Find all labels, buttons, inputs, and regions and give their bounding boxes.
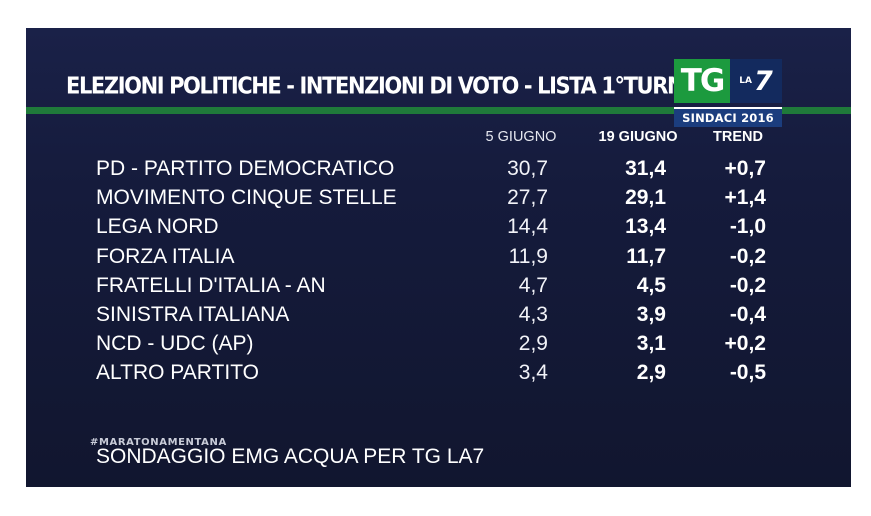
hashtag-label: #MARATONAMENTANA — [90, 437, 227, 448]
value-trend: -1,0 — [729, 215, 766, 239]
table-row: PD - PARTITO DEMOCRATICO 30,7 31,4 +0,7 — [26, 155, 851, 184]
value-trend: -0,5 — [729, 361, 766, 385]
value-june19: 11,7 — [626, 244, 666, 268]
accent-bar — [26, 107, 851, 114]
logo-seven: 7 — [753, 65, 773, 97]
table-row: NCD - UDC (AP) 2,9 3,1 +0,2 — [26, 330, 851, 359]
logo-la: LA — [739, 76, 752, 86]
value-june19: 29,1 — [625, 186, 666, 210]
party-name: FRATELLI D'ITALIA - AN — [96, 273, 326, 297]
value-june5: 27,7 — [507, 186, 548, 210]
table-row: ALTRO PARTITO 3,4 2,9 -0,5 — [26, 359, 851, 388]
table-row: SINISTRA ITALIANA 4,3 3,9 -0,4 — [26, 301, 851, 330]
value-june5: 30,7 — [507, 157, 548, 180]
value-june5: 4,3 — [518, 302, 548, 326]
value-june5: 14,4 — [507, 215, 548, 239]
page-title: ELEZIONI POLITICHE - INTENZIONI DI VOTO … — [66, 73, 676, 99]
value-june19: 3,1 — [636, 332, 666, 356]
value-trend: +1,4 — [724, 186, 766, 210]
tg-la7-logo: TG LA 7 — [674, 59, 782, 103]
value-june5: 3,4 — [518, 361, 548, 385]
table-row: MOVIMENTO CINQUE STELLE 27,7 29,1 +1,4 — [26, 184, 851, 213]
value-trend: -0,2 — [729, 273, 766, 297]
party-name: LEGA NORD — [96, 215, 219, 239]
value-june19: 2,9 — [636, 361, 666, 385]
value-june5: 4,7 — [518, 273, 548, 297]
poll-source: SONDAGGIO EMG ACQUA PER TG LA7 — [96, 445, 485, 468]
party-name: NCD - UDC (AP) — [96, 332, 254, 356]
table-row: LEGA NORD 14,4 13,4 -1,0 — [26, 213, 851, 242]
table-row: FRATELLI D'ITALIA - AN 4,7 4,5 -0,2 — [26, 272, 851, 301]
value-trend: -0,2 — [729, 244, 766, 268]
column-header-june19: 19 GIUGNO — [598, 129, 678, 145]
value-june19: 3,9 — [636, 302, 666, 326]
value-trend: +0,2 — [724, 332, 766, 356]
table-row: FORZA ITALIA 11,9 11,7 -0,2 — [26, 243, 851, 272]
column-header-trend: TREND — [713, 129, 763, 145]
value-june19: 4,5 — [636, 273, 666, 297]
party-name: SINISTRA ITALIANA — [96, 302, 290, 326]
value-june5: 11,9 — [508, 244, 548, 268]
sindaci-badge: SINDACI 2016 — [674, 107, 782, 127]
value-june5: 2,9 — [518, 332, 548, 356]
value-june19: 31,4 — [625, 157, 666, 180]
value-trend: +0,7 — [724, 157, 766, 180]
column-header-june5: 5 GIUGNO — [485, 129, 557, 145]
party-name: MOVIMENTO CINQUE STELLE — [96, 186, 397, 210]
value-june19: 13,4 — [625, 215, 666, 239]
party-name: PD - PARTITO DEMOCRATICO — [96, 157, 395, 180]
broadcast-screen: ELEZIONI POLITICHE - INTENZIONI DI VOTO … — [26, 28, 851, 487]
logo-tg: TG — [674, 59, 730, 103]
party-name: FORZA ITALIA — [96, 244, 235, 268]
logo-la7: LA 7 — [730, 59, 782, 103]
party-name: ALTRO PARTITO — [96, 361, 259, 385]
value-trend: -0,4 — [729, 302, 766, 326]
poll-table: PD - PARTITO DEMOCRATICO 30,7 31,4 +0,7 … — [26, 155, 851, 389]
